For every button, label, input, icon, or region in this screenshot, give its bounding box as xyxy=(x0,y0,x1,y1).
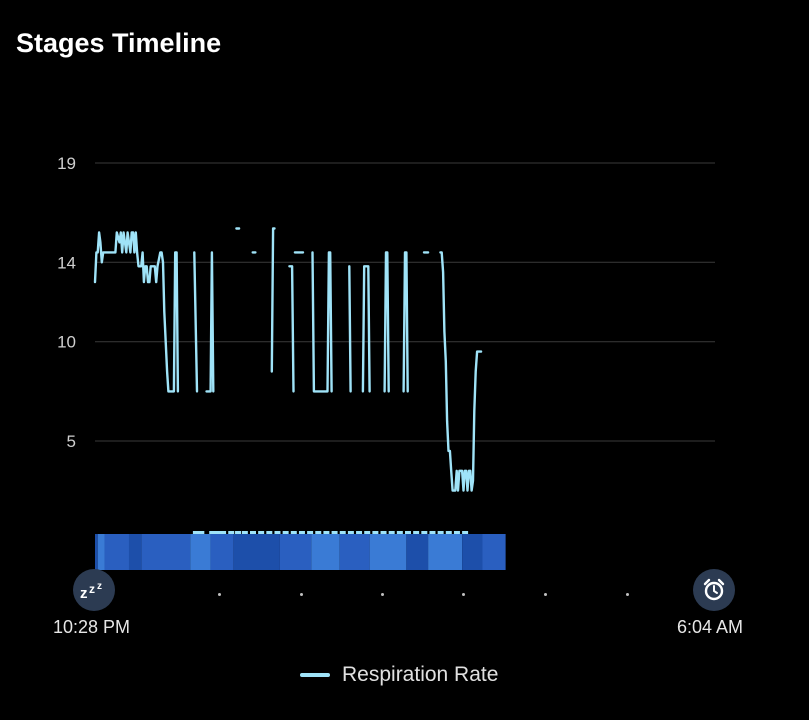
timeline-dot xyxy=(626,593,629,596)
awake-marker xyxy=(453,531,460,534)
sleep-stage-segment xyxy=(482,534,506,570)
sleep-start-icon: z z z xyxy=(73,569,115,611)
respiration-line-segment xyxy=(383,251,390,393)
awake-marker xyxy=(192,531,199,534)
sleep-stage-segment xyxy=(339,534,370,570)
awake-marker xyxy=(445,531,452,534)
awake-marker xyxy=(388,531,395,534)
awake-marker xyxy=(241,531,248,534)
awake-marker xyxy=(228,531,235,534)
svg-text:z: z xyxy=(97,581,102,592)
awake-marker xyxy=(250,531,256,534)
respiration-line-segment xyxy=(348,265,352,393)
sleep-stage-segment xyxy=(406,534,429,570)
y-tick-label: 14 xyxy=(57,253,76,272)
sleep-stage-segment xyxy=(141,534,191,570)
legend-swatch xyxy=(300,673,330,677)
y-tick-label: 10 xyxy=(57,333,76,352)
respiration-line-segment xyxy=(270,227,276,373)
awake-marker xyxy=(209,531,216,534)
alarm-clock-icon xyxy=(703,578,725,601)
awake-marker xyxy=(198,531,205,534)
sleep-stage-segment xyxy=(104,534,129,570)
awake-marker xyxy=(396,531,403,534)
respiration-line-segment xyxy=(205,251,215,393)
y-tick-label: 19 xyxy=(57,154,76,173)
awake-marker xyxy=(282,531,289,534)
timeline-dot xyxy=(544,593,547,596)
awake-marker xyxy=(413,531,420,534)
awake-marker xyxy=(347,531,354,534)
respiration-line-segment xyxy=(311,251,333,393)
sleep-stage-segment xyxy=(369,534,407,570)
sleep-stage-segment xyxy=(311,534,340,570)
awake-marker xyxy=(380,531,387,534)
timeline-dot xyxy=(218,593,221,596)
respiration-line-segment xyxy=(288,265,295,393)
sleep-stage-segment xyxy=(95,534,98,570)
start-time-label: 10:28 PM xyxy=(53,617,131,637)
awake-marker xyxy=(290,531,297,534)
sleep-stage-segment xyxy=(462,534,483,570)
sleep-stage-segment xyxy=(210,534,234,570)
awake-marker xyxy=(462,531,469,534)
awake-marker xyxy=(364,531,371,534)
wake-end-icon xyxy=(693,569,735,611)
awake-marker xyxy=(372,531,379,534)
awake-marker xyxy=(421,531,428,534)
awake-marker xyxy=(258,531,265,534)
end-time-label: 6:04 AM xyxy=(677,617,744,637)
sleep-zzz-icon: z z z xyxy=(80,581,102,601)
awake-marker xyxy=(214,531,221,534)
sleep-stage-segment xyxy=(190,534,211,570)
svg-text:z: z xyxy=(89,582,95,596)
timeline-dot xyxy=(381,593,384,596)
sleep-stage-segment xyxy=(279,534,312,570)
sleep-stage-segment xyxy=(233,534,280,570)
timeline-dot xyxy=(462,593,465,596)
awake-marker xyxy=(235,531,242,534)
awake-marker xyxy=(266,531,273,534)
awake-marker xyxy=(429,531,436,534)
awake-marker xyxy=(331,531,338,534)
legend-label: Respiration Rate xyxy=(342,663,499,686)
svg-text:z: z xyxy=(80,585,88,601)
respiration-line-segment xyxy=(439,251,483,492)
awake-marker xyxy=(405,531,411,534)
awake-marker xyxy=(307,531,314,534)
awake-marker xyxy=(315,531,322,534)
awake-marker xyxy=(339,531,346,534)
awake-marker xyxy=(220,531,227,534)
page-title: Stages Timeline xyxy=(16,28,222,58)
y-tick-label: 5 xyxy=(67,432,76,451)
chart-legend: Respiration Rate xyxy=(300,663,498,687)
respiration-line-segment xyxy=(402,251,409,393)
respiration-line-segment xyxy=(193,251,199,393)
sleep-stage-segment xyxy=(428,534,463,570)
awake-marker xyxy=(437,531,444,534)
awake-marker xyxy=(323,531,330,534)
respiration-line-segment xyxy=(93,231,180,393)
awake-marker xyxy=(356,531,363,534)
awake-marker xyxy=(274,531,281,534)
sleep-stage-segment xyxy=(128,534,142,570)
respiration-line-segment xyxy=(361,265,371,393)
timeline-dot xyxy=(300,593,303,596)
awake-marker xyxy=(298,531,305,534)
sleep-stage-segment xyxy=(97,534,105,570)
